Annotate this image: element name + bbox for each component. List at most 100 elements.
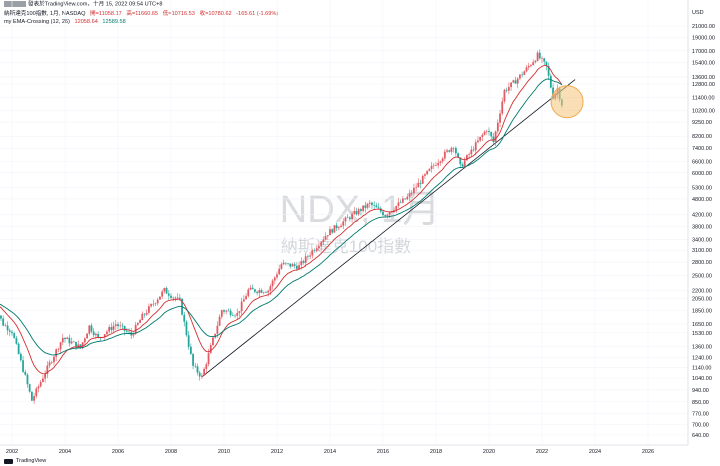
candle-body	[474, 142, 477, 151]
candle-body	[298, 265, 300, 269]
candle-body	[466, 155, 468, 161]
candle-body	[11, 331, 13, 334]
y-tick-label: 4800.00	[692, 197, 712, 203]
candle-body	[496, 122, 499, 132]
candle-body	[379, 208, 382, 212]
y-tick-label: 21000.00	[692, 24, 715, 30]
candle-body	[83, 338, 86, 343]
candle-body	[59, 342, 62, 350]
candle-body	[315, 248, 318, 251]
ema26-line	[0, 78, 563, 356]
candle-body	[70, 341, 73, 344]
candle-body	[459, 157, 462, 165]
candle-body	[15, 337, 18, 344]
candle-body	[477, 140, 479, 143]
candle-body	[421, 175, 424, 184]
candle-body	[395, 205, 398, 211]
candle-body	[170, 295, 172, 298]
candle-body	[256, 291, 259, 293]
candle-body	[245, 296, 247, 300]
candle-body	[238, 311, 241, 313]
candle-body	[81, 342, 84, 348]
candle-body	[525, 67, 528, 72]
candle-body	[110, 327, 113, 330]
indicator-name: my EMA-Crossing (12, 26)	[4, 19, 70, 25]
y-tick-label: 8200.00	[692, 134, 712, 140]
candle-body	[234, 315, 236, 317]
redacted-username	[4, 1, 26, 7]
candle-body	[57, 349, 60, 350]
grid-lines	[0, 0, 688, 445]
candle-body	[450, 147, 453, 152]
candle-body	[342, 221, 345, 226]
candle-body	[152, 303, 155, 305]
candle-body	[165, 288, 168, 294]
candle-body	[150, 304, 153, 307]
candle-body	[309, 255, 312, 257]
candle-body	[457, 153, 459, 158]
price-axis[interactable]: 21000.00 19000.00 17000.00 15400.00 13600.00…	[692, 24, 715, 439]
ema12-value: 12058.64	[74, 19, 98, 25]
candle-body	[75, 341, 77, 348]
y-tick-label: 15400.00	[692, 60, 715, 66]
ohlc-open: 開=11058.17	[90, 11, 122, 17]
y-tick-label: 700.00	[692, 423, 709, 429]
tradingview-logo-icon	[4, 458, 13, 464]
candle-body	[273, 277, 276, 281]
y-tick-label: 6600.00	[692, 160, 712, 166]
symbol-title: 納斯達克100指數, 1月, NASDAQ	[4, 11, 86, 17]
candle-body	[543, 58, 546, 62]
candle-body	[430, 165, 433, 169]
candle-body	[300, 261, 303, 266]
candle-series	[0, 49, 563, 404]
candle-body	[24, 371, 27, 375]
candle-body	[163, 288, 166, 292]
candle-body	[373, 205, 376, 206]
candle-body	[413, 187, 415, 193]
candle-body	[348, 217, 351, 220]
x-tick-label: 2024	[589, 449, 601, 455]
candle-body	[0, 315, 2, 319]
candle-body	[26, 374, 29, 385]
candle-body	[236, 312, 239, 316]
candle-body	[254, 289, 256, 292]
y-tick-label: 850.00	[692, 400, 709, 406]
candle-body	[53, 356, 55, 363]
candle-body	[483, 131, 486, 135]
candle-body	[79, 344, 82, 348]
y-tick-label: 1850.00	[692, 309, 712, 315]
candle-body	[145, 312, 148, 315]
x-tick-label: 2006	[112, 449, 124, 455]
candle-body	[351, 213, 353, 220]
candle-body	[19, 353, 22, 361]
candle-body	[185, 321, 188, 336]
y-tick-label: 4200.00	[692, 213, 712, 219]
candle-body	[61, 337, 64, 343]
candle-body	[260, 290, 263, 293]
candle-body	[90, 325, 93, 332]
candle-body	[6, 325, 9, 331]
candle-body	[189, 346, 192, 354]
candle-body	[216, 325, 219, 334]
candle-body	[357, 209, 360, 215]
candle-body	[209, 345, 212, 354]
candle-body	[86, 333, 88, 339]
x-tick-label: 2018	[430, 449, 442, 455]
candle-body	[265, 292, 267, 294]
y-tick-label: 2500.00	[692, 273, 712, 279]
candle-body	[187, 335, 190, 347]
candle-body	[415, 187, 418, 188]
candle-body	[8, 330, 11, 332]
candle-body	[17, 343, 20, 354]
candle-body	[218, 316, 221, 326]
candle-body	[461, 164, 464, 167]
trendline-group	[201, 79, 576, 378]
time-axis[interactable]: 2002 2004 2006 2008 2010 2012 2014 2016 2018 2020…	[6, 449, 654, 455]
candle-body	[426, 170, 429, 175]
candle-body	[92, 331, 95, 336]
candle-body	[322, 239, 325, 243]
candle-body	[532, 62, 535, 66]
x-tick-label: 2002	[6, 449, 18, 455]
candle-body	[276, 274, 278, 278]
